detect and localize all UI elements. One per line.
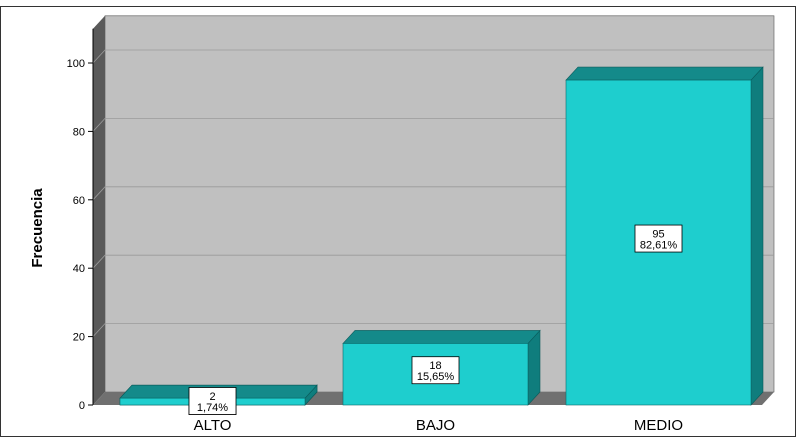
y-axis: 0 20 40 60 80 100	[67, 28, 94, 412]
y-axis-label: Frecuencia	[29, 188, 46, 268]
gridline	[92, 186, 774, 201]
gridline	[92, 323, 774, 337]
gridline	[92, 49, 774, 64]
y-tick-label: 40	[73, 263, 85, 275]
bar-alto: 21,74%	[119, 384, 318, 415]
data-label-percent: 15,65%	[417, 371, 455, 383]
data-label-percent: 1,74%	[197, 402, 228, 414]
y-tick-label: 100	[67, 58, 85, 70]
gridlines	[92, 49, 774, 337]
data-label-count: 95	[652, 229, 664, 241]
gridline	[92, 254, 774, 269]
bar-side-face	[750, 66, 764, 406]
y-tick-label: 20	[73, 332, 85, 344]
bar-top-face	[342, 330, 541, 344]
bar-top-face	[565, 66, 764, 81]
data-label-percent: 82,61%	[640, 240, 678, 252]
y-tick-label: 80	[73, 126, 85, 138]
data-label-box	[411, 356, 460, 385]
data-label-count: 2	[209, 391, 215, 403]
y-tick-label: 60	[73, 195, 85, 207]
x-tick-label: BAJO	[416, 417, 455, 434]
x-tick-label: MEDIO	[634, 417, 683, 434]
x-axis: ALTO BAJO MEDIO	[194, 417, 683, 434]
data-label-box	[188, 387, 237, 415]
gridline	[92, 118, 774, 132]
data-label-count: 18	[429, 360, 441, 372]
side-wall	[93, 15, 105, 406]
x-tick-label: ALTO	[194, 417, 232, 434]
y-tick-label: 0	[79, 400, 85, 412]
data-label-box	[634, 224, 683, 253]
bar-front-face	[342, 343, 529, 406]
